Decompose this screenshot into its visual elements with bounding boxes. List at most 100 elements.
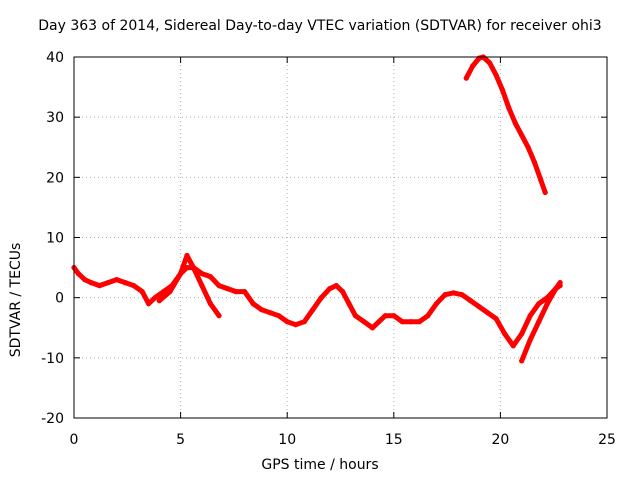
- grid-lines: [74, 57, 607, 418]
- plot-frame: [73, 56, 608, 419]
- data-point: [327, 286, 333, 292]
- data-point: [122, 280, 128, 286]
- data-point: [376, 319, 382, 325]
- x-tick-label: 10: [278, 432, 296, 448]
- chart-title: Day 363 of 2014, Sidereal Day-to-day VTE…: [38, 18, 602, 34]
- data-point: [531, 159, 538, 165]
- series-line: [156, 253, 222, 319]
- data-point: [487, 60, 493, 66]
- data-point: [146, 301, 152, 307]
- data-point: [267, 310, 273, 316]
- data-point: [557, 280, 563, 286]
- data-point: [284, 319, 290, 325]
- data-point: [391, 313, 397, 319]
- data-point: [450, 290, 457, 296]
- data-point: [276, 313, 282, 319]
- data-point: [346, 301, 352, 307]
- data-point: [352, 313, 358, 319]
- data-point: [442, 292, 448, 298]
- x-tick-label: 0: [70, 432, 79, 448]
- data-point: [536, 319, 542, 325]
- y-tick-label: 0: [55, 291, 64, 307]
- data-point: [510, 343, 516, 349]
- data-point: [131, 283, 137, 289]
- series-line: [71, 265, 563, 349]
- data-point: [425, 313, 431, 319]
- y-tick-label: -10: [41, 351, 64, 367]
- data-point: [553, 286, 559, 292]
- data-point: [468, 298, 474, 304]
- data-point: [207, 301, 213, 307]
- x-tick-label: 20: [491, 432, 509, 448]
- data-point: [207, 274, 213, 280]
- data-point: [97, 283, 103, 289]
- data-point: [519, 358, 525, 364]
- data-point: [433, 301, 439, 307]
- data-point: [178, 271, 184, 277]
- data-point: [242, 289, 248, 295]
- data-point: [463, 75, 469, 81]
- data-point: [310, 307, 316, 313]
- data-point: [167, 289, 173, 295]
- data-point: [224, 286, 231, 292]
- data-point: [538, 177, 544, 183]
- data-point: [340, 289, 346, 295]
- data-point: [459, 292, 465, 298]
- data-point: [506, 105, 512, 111]
- data-point: [542, 189, 548, 195]
- data-point: [184, 252, 190, 259]
- data-point: [399, 319, 405, 325]
- data-point: [293, 322, 299, 328]
- data-point: [470, 63, 476, 69]
- data-point: [318, 295, 324, 301]
- data-point: [156, 298, 162, 304]
- x-tick-label: 25: [598, 432, 616, 448]
- data-point: [259, 307, 265, 313]
- axis-ticks: 0 5 10 15 20 25 -20 -10 0 10 20 30 40: [41, 50, 616, 448]
- data-point: [382, 313, 388, 319]
- data-point: [476, 304, 482, 310]
- data-point: [105, 280, 111, 286]
- data-point: [525, 144, 531, 150]
- y-tick-label: 30: [46, 110, 64, 126]
- data-point: [250, 301, 256, 307]
- series-group: [71, 54, 563, 364]
- data-point: [408, 319, 414, 325]
- y-tick-label: 10: [46, 231, 64, 247]
- data-point: [199, 271, 205, 277]
- data-point: [493, 72, 499, 78]
- data-point: [416, 319, 422, 325]
- data-point: [544, 301, 550, 307]
- data-point: [199, 283, 205, 289]
- data-point: [233, 289, 239, 295]
- data-point: [216, 313, 222, 319]
- data-point: [485, 310, 491, 316]
- data-point: [536, 301, 542, 307]
- data-point: [499, 87, 506, 93]
- data-point: [519, 331, 525, 337]
- data-point: [82, 277, 88, 283]
- data-point: [519, 132, 525, 138]
- data-point: [502, 331, 508, 337]
- data-point: [152, 295, 158, 301]
- y-tick-label: 40: [46, 50, 64, 66]
- data-point: [493, 316, 499, 322]
- data-point: [88, 280, 94, 286]
- data-point: [139, 289, 145, 295]
- data-point: [301, 319, 307, 325]
- x-tick-label: 5: [176, 432, 185, 448]
- data-point: [114, 277, 120, 283]
- data-point: [190, 265, 196, 271]
- data-point: [527, 337, 533, 343]
- y-tick-label: 20: [46, 170, 64, 186]
- data-point: [216, 283, 222, 289]
- data-point: [361, 319, 367, 325]
- data-point: [512, 120, 518, 126]
- data-point: [527, 313, 533, 319]
- x-tick-label: 15: [385, 432, 403, 448]
- data-point: [333, 283, 339, 289]
- y-tick-label: -20: [41, 411, 64, 427]
- data-point: [75, 271, 81, 277]
- series-line: [463, 54, 548, 195]
